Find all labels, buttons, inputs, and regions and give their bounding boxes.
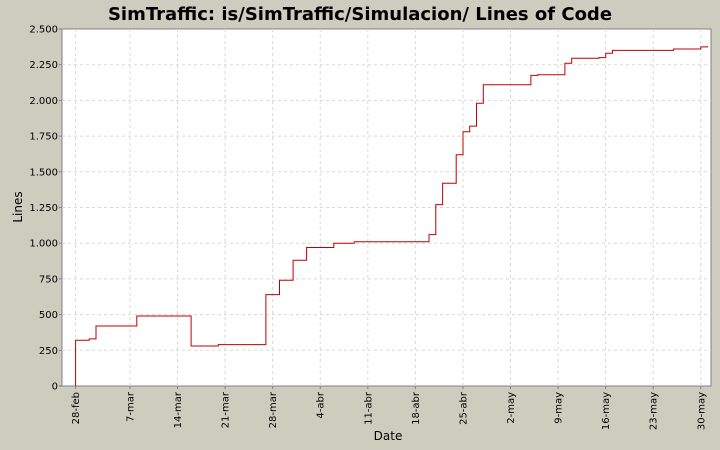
y-axis-label: Lines (11, 191, 25, 222)
y-tick-label: 2.500 (29, 25, 58, 36)
x-tick-label: 16-may (601, 392, 612, 430)
x-tick-label: 4-abr (316, 391, 327, 418)
x-axis: 28-feb 7-mar 14-mar 21-mar 28-mar 4-abr 11-abr… (71, 386, 707, 430)
x-tick-label: 9-may (554, 392, 565, 424)
x-tick-label: 11-abr (363, 391, 374, 425)
x-tick-label: 28-mar (268, 391, 279, 428)
y-tick-label: 2.000 (29, 96, 58, 107)
y-tick-label: 750 (39, 274, 58, 285)
y-tick-label: 0 (52, 382, 58, 393)
series-line (75, 46, 709, 386)
y-tick-label: 500 (39, 310, 58, 321)
x-tick-label: 2-may (506, 392, 517, 424)
x-tick-label: 18-abr (411, 391, 422, 425)
y-tick-label: 1.750 (29, 132, 58, 143)
x-tick-label: 14-mar (173, 391, 184, 428)
x-tick-label: 7-mar (125, 391, 136, 422)
series (75, 46, 709, 386)
y-tick-label: 1.500 (29, 167, 58, 178)
y-axis: 0 250 500 750 1.000 1.250 1.500 1.750 2.000 2.250… (29, 25, 62, 393)
x-tick-label: 25-abr (458, 391, 469, 425)
x-tick-label: 21-mar (221, 391, 232, 428)
x-tick-label: 28-feb (71, 392, 82, 424)
y-tick-label: 2.250 (29, 60, 58, 71)
y-tick-label: 1.250 (29, 203, 58, 214)
y-tick-label: 250 (39, 346, 58, 357)
y-tick-label: 1.000 (29, 239, 58, 250)
x-tick-label: 30-may (696, 392, 707, 430)
x-axis-label: Date (374, 429, 403, 443)
x-tick-label: 23-may (649, 392, 660, 430)
chart-title: SimTraffic: is/SimTraffic/Simulacion/ Li… (108, 4, 612, 25)
grid (62, 29, 711, 386)
